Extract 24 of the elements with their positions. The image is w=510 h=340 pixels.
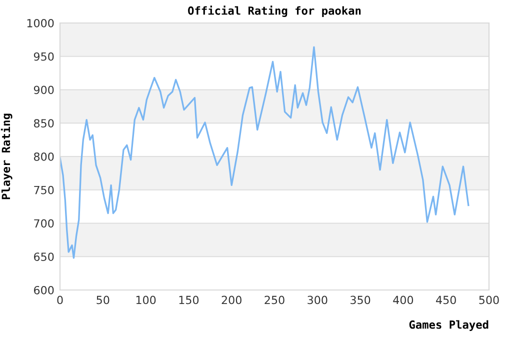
x-tick-label: 200 — [222, 296, 242, 304]
y-tick-label: 650 — [34, 252, 54, 262]
x-axis-title: Games Played — [409, 320, 488, 331]
y-tick-label: 950 — [34, 52, 54, 61]
chart-title: Official Rating for paokan — [188, 6, 361, 17]
y-tick-label: 1000 — [27, 18, 54, 28]
x-tick-label: 400 — [393, 296, 414, 304]
y-axis-title: Player Rating — [0, 114, 12, 200]
y-tick-label: 900 — [34, 86, 54, 94]
x-tick-label: 300 — [308, 296, 328, 304]
y-tick-label: 750 — [34, 186, 54, 194]
y-tick-label: 700 — [34, 219, 54, 228]
x-tick-label: 250 — [264, 296, 284, 304]
x-tick-label: 500 — [479, 296, 499, 304]
x-tick-label: 450 — [436, 296, 456, 304]
x-tick-label: 50 — [96, 296, 110, 304]
x-tick-label: 350 — [350, 296, 370, 304]
y-tick-label: 600 — [34, 286, 54, 294]
x-tick-label: 150 — [179, 296, 199, 304]
x-tick-label: 0 — [57, 296, 63, 304]
x-tick-label: 100 — [136, 296, 156, 304]
y-tick-label: 800 — [34, 152, 54, 161]
line-series — [60, 46, 470, 259]
y-tick-label: 850 — [34, 119, 54, 128]
